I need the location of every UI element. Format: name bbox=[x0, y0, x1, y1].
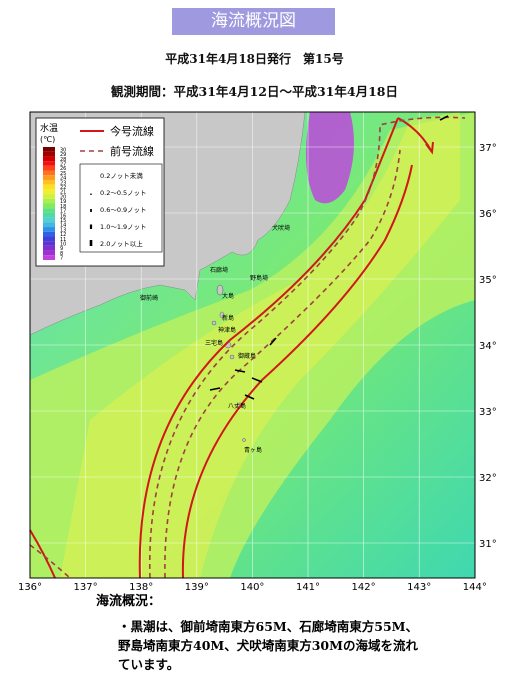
temp-swatch bbox=[43, 156, 55, 162]
lon-label: 138° bbox=[129, 582, 153, 593]
lat-label: 33° bbox=[479, 407, 497, 418]
temp-label: 26 bbox=[60, 166, 66, 172]
temp-swatch bbox=[43, 194, 55, 199]
place-label: 新島 bbox=[222, 314, 234, 322]
temp-swatch bbox=[43, 255, 55, 260]
summary-heading: 海流概況： bbox=[96, 594, 162, 609]
current-this bbox=[29, 117, 434, 579]
place-label: 青ヶ島 bbox=[244, 446, 262, 454]
summary-item: ・黒潮は、御前埼南東方65M、石廊埼南東方55M、野島埼南東方40M、犬吠埼南東… bbox=[118, 619, 418, 672]
temp-label: 19 bbox=[60, 199, 66, 205]
temp-label: 7 bbox=[60, 256, 63, 262]
temp-swatch bbox=[43, 179, 55, 185]
temp-swatch bbox=[43, 151, 55, 157]
legend-temp-title: 水温 bbox=[40, 122, 58, 134]
temp-swatch bbox=[43, 147, 55, 152]
lon-label: 140° bbox=[240, 582, 264, 593]
temp-label: 23 bbox=[60, 180, 66, 186]
temp-label: 29 bbox=[60, 152, 66, 158]
temp-swatch bbox=[43, 165, 55, 171]
speed-label: 0.2〜0.5ノット bbox=[100, 189, 147, 197]
lat-label: 35° bbox=[479, 275, 497, 286]
temp-label: 14 bbox=[60, 223, 66, 229]
legend: 水温(℃)30292827262524232221201918171615141… bbox=[35, 117, 165, 267]
current-arrows bbox=[209, 115, 449, 400]
speed-label: 0.2ノット未満 bbox=[100, 171, 143, 180]
temp-swatch bbox=[43, 175, 55, 180]
lon-label: 137° bbox=[74, 582, 98, 593]
page-title: 海流概況図 bbox=[172, 8, 335, 35]
lat-label: 31° bbox=[479, 539, 497, 550]
temp-swatch bbox=[43, 189, 55, 195]
lon-label: 143° bbox=[407, 582, 431, 593]
cold-water bbox=[306, 112, 354, 204]
place-label: 御蔵島 bbox=[238, 352, 256, 360]
place-label: 八丈島 bbox=[228, 402, 246, 410]
temp-swatch bbox=[43, 161, 55, 166]
temp-label: 27 bbox=[60, 161, 66, 167]
temp-label: 17 bbox=[60, 209, 66, 215]
temp-swatch bbox=[43, 198, 55, 204]
place-label: 野島埼 bbox=[250, 274, 268, 282]
place-label: 三宅島 bbox=[205, 339, 223, 347]
temp-label: 20 bbox=[60, 194, 66, 200]
temp-swatch bbox=[43, 241, 55, 246]
temp-swatch bbox=[43, 208, 55, 213]
temp-swatch bbox=[43, 245, 55, 251]
place-label: 神津島 bbox=[218, 326, 236, 334]
current-prev bbox=[29, 116, 466, 579]
temp-label: 21 bbox=[60, 190, 66, 196]
legend-current-this: 今号流線 bbox=[110, 124, 154, 138]
speed-label: 1.0〜1.9ノット bbox=[100, 223, 147, 231]
temp-label: 28 bbox=[60, 157, 66, 163]
lon-label: 136° bbox=[18, 582, 42, 593]
lat-label: 37° bbox=[479, 143, 497, 154]
place-label: 石廊埼 bbox=[210, 266, 228, 274]
temp-swatch bbox=[43, 227, 55, 232]
temp-label: 9 bbox=[60, 246, 63, 252]
temp-label: 13 bbox=[60, 227, 66, 233]
map-frame bbox=[29, 111, 476, 579]
lat-label: 32° bbox=[479, 473, 497, 484]
lat-label: 34° bbox=[479, 341, 497, 352]
lon-label: 139° bbox=[185, 582, 209, 593]
temp-swatch bbox=[43, 217, 55, 223]
temp-label: 24 bbox=[60, 176, 66, 182]
temp-swatch bbox=[43, 203, 55, 209]
temp-label: 12 bbox=[60, 232, 66, 238]
lat-label: 36° bbox=[479, 209, 497, 220]
lon-label: 141° bbox=[296, 582, 320, 593]
place-label: 犬吠埼 bbox=[272, 224, 290, 232]
temp-label: 16 bbox=[60, 213, 66, 219]
legend-temp-unit: (℃) bbox=[40, 135, 55, 144]
place-label: 御前崎 bbox=[140, 294, 158, 302]
temp-label: 25 bbox=[60, 171, 66, 177]
lon-label: 142° bbox=[352, 582, 376, 593]
speed-label: 2.0ノット以上 bbox=[100, 239, 143, 248]
lon-label: 144° bbox=[463, 582, 487, 593]
temp-swatch bbox=[43, 231, 55, 237]
temp-label: 10 bbox=[60, 242, 66, 248]
period: 観測期間：平成31年4月12日〜平成31年4月18日 bbox=[111, 84, 398, 99]
temp-swatch bbox=[43, 222, 55, 228]
summary-text: 黒潮は、御前埼南東方65M、石廊埼南東方55M、野島埼南東方40M、犬吠埼南東方… bbox=[118, 619, 418, 672]
place-label: 大島 bbox=[222, 292, 234, 300]
temp-swatch bbox=[43, 250, 55, 256]
issue: 平成31年4月18日発行 第15号 bbox=[165, 52, 344, 66]
temp-label: 22 bbox=[60, 185, 66, 191]
temp-label: 15 bbox=[60, 218, 66, 224]
temp-swatch bbox=[43, 170, 55, 176]
map: 水温(℃)30292827262524232221201918171615141… bbox=[18, 111, 497, 593]
speed-label: 0.6〜0.9ノット bbox=[100, 206, 147, 214]
temp-label: 18 bbox=[60, 204, 66, 210]
temp-label: 11 bbox=[60, 237, 66, 243]
legend-current-prev: 前号流線 bbox=[110, 144, 154, 158]
temp-label: 8 bbox=[60, 251, 63, 257]
temp-swatch bbox=[43, 212, 55, 218]
temp-swatch bbox=[43, 184, 55, 190]
temp-label: 30 bbox=[60, 147, 66, 153]
temp-swatch bbox=[43, 236, 55, 242]
